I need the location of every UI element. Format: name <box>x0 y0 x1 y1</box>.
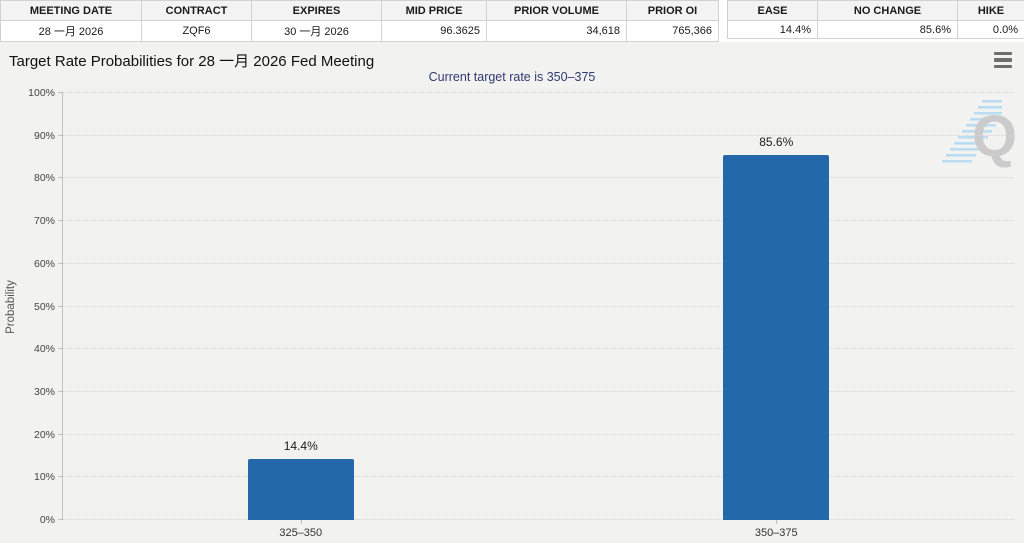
probability-bar[interactable] <box>723 154 830 520</box>
chart-panel: Target Rate Probabilities for 28 一月 2026… <box>0 42 1024 543</box>
contract-table-value-row: 28 一月 2026 ZQF6 30 一月 2026 96.3625 34,618 765… <box>0 20 719 42</box>
gridline <box>63 177 1014 179</box>
y-axis-tick <box>58 476 63 478</box>
cell-expires: 30 一月 2026 <box>251 20 382 42</box>
col-header-prior-oi: PRIOR OI <box>626 0 719 21</box>
y-tick-label: 50% <box>33 300 55 313</box>
y-axis-tick <box>58 177 63 179</box>
gridline <box>63 348 1014 350</box>
cell-hike: 0.0% <box>957 20 1024 39</box>
watermark-letter: Q <box>972 104 1016 169</box>
cell-no-change: 85.6% <box>817 20 958 39</box>
quikstrike-watermark-icon: Q <box>942 100 1016 169</box>
chart-subtitle: Current target rate is 350–375 <box>428 70 596 84</box>
y-axis-tick <box>58 433 63 435</box>
hamburger-bar <box>994 64 1012 68</box>
y-tick-label: 70% <box>33 215 55 228</box>
gridline <box>63 519 1014 520</box>
gridline <box>63 92 1014 93</box>
col-header-no-change: NO CHANGE <box>817 0 958 21</box>
cell-ease: 14.4% <box>727 20 818 39</box>
bar-value-label: 14.4% <box>283 438 318 453</box>
cell-contract: ZQF6 <box>141 20 252 42</box>
col-header-expires: EXPIRES <box>251 0 382 21</box>
y-axis-tick <box>58 519 63 520</box>
col-header-prior-volume: PRIOR VOLUME <box>486 0 627 21</box>
contract-table-header-row: MEETING DATE CONTRACT EXPIRES MID PRICE PRIO… <box>0 0 719 21</box>
y-axis-tick <box>58 220 63 222</box>
y-tick-label: 0% <box>39 514 55 526</box>
cell-prior-volume: 34,618 <box>486 20 627 42</box>
hamburger-bar <box>994 52 1012 56</box>
y-axis-tick <box>58 305 63 307</box>
probability-bar[interactable] <box>247 458 354 520</box>
y-axis-tick <box>58 262 63 264</box>
gridline <box>63 390 1014 392</box>
y-tick-label: 10% <box>33 471 55 484</box>
quote-tables-row: MEETING DATE CONTRACT EXPIRES MID PRICE PRIO… <box>0 0 1024 42</box>
y-axis-tick <box>58 390 63 392</box>
probability-table-header-row: EASE NO CHANGE HIKE <box>727 0 1024 21</box>
x-axis-tick <box>300 520 302 524</box>
probability-table-value-row: 14.4% 85.6% 0.0% <box>727 20 1024 39</box>
y-axis-tick <box>58 92 63 93</box>
y-tick-label: 80% <box>33 172 55 185</box>
bar-category-350–375: 85.6% 350–375 <box>539 93 1015 539</box>
x-tick-label: 325–350 <box>279 527 323 539</box>
y-tick-label: 60% <box>33 257 55 270</box>
x-axis-tick <box>776 520 778 524</box>
col-header-meeting-date: MEETING DATE <box>0 0 142 21</box>
probability-summary-table: EASE NO CHANGE HIKE 14.4% 85.6% 0.0% <box>727 0 1024 39</box>
bar-value-label: 85.6% <box>759 134 794 149</box>
y-axis-tick <box>58 134 63 136</box>
gridline <box>63 220 1014 222</box>
bar-chart-plot-area: Probability 0% 10% 20% 30% 40% 50% 60% 70% 80% 90… <box>5 87 1015 539</box>
y-tick-label: 30% <box>33 385 55 398</box>
gridline <box>63 305 1014 307</box>
hamburger-bar <box>994 58 1012 62</box>
col-header-ease: EASE <box>727 0 818 21</box>
gridline <box>63 134 1014 136</box>
x-tick-label: 350–375 <box>754 527 798 539</box>
cell-mid-price: 96.3625 <box>381 20 487 42</box>
col-header-hike: HIKE <box>957 0 1024 21</box>
col-header-contract: CONTRACT <box>141 0 252 21</box>
gridline <box>63 476 1014 478</box>
y-axis-tick <box>58 348 63 350</box>
gridline <box>63 433 1014 435</box>
gridline <box>63 262 1014 264</box>
y-tick-label: 40% <box>33 343 55 356</box>
cell-meeting-date: 28 一月 2026 <box>0 20 142 42</box>
cell-prior-oi: 765,366 <box>626 20 719 42</box>
hamburger-icon[interactable] <box>992 51 1014 69</box>
chart-title: Target Rate Probabilities for 28 一月 2026… <box>9 53 375 70</box>
y-tick-label: 20% <box>33 428 55 441</box>
y-tick-label: 90% <box>33 129 55 142</box>
contract-quote-table: MEETING DATE CONTRACT EXPIRES MID PRICE PRIO… <box>0 0 719 42</box>
y-tick-label: 100% <box>28 87 55 99</box>
col-header-mid-price: MID PRICE <box>381 0 487 21</box>
bar-category-325–350: 14.4% 325–350 <box>63 93 539 539</box>
